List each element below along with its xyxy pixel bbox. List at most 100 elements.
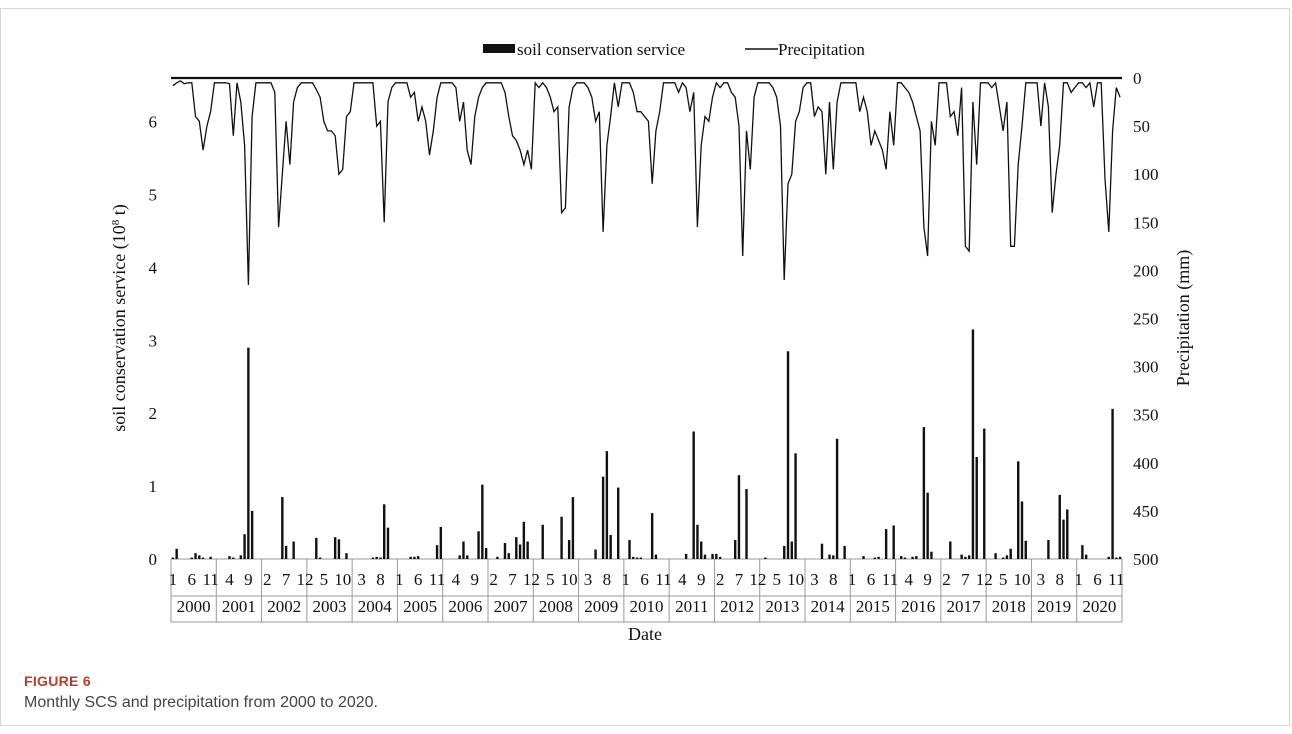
scs-bar [190, 557, 193, 559]
scs-bar [737, 475, 741, 559]
y-axis-right-title: Precipitation (mm) [1173, 250, 1194, 386]
scs-bar [820, 543, 824, 559]
scs-bar [605, 451, 609, 559]
scs-bar [696, 524, 699, 559]
scs-bar [318, 557, 322, 559]
y-right-tick-label: 450 [1133, 502, 1159, 521]
month-tick-label: 12 [296, 570, 313, 589]
scs-bar [175, 548, 178, 559]
year-label: 2006 [448, 597, 482, 616]
scs-bar [439, 526, 443, 559]
scs-bar [711, 553, 714, 559]
scs-bar [507, 553, 510, 559]
precipitation-series-line [172, 80, 1121, 285]
scs-bar [786, 351, 790, 559]
scs-bar [560, 516, 563, 559]
scs-bar [983, 428, 986, 559]
year-label: 2003 [313, 597, 347, 616]
scs-bar [684, 553, 688, 559]
scs-bar [281, 497, 284, 559]
year-label: 2008 [539, 597, 573, 616]
month-tick-label: 11 [202, 570, 218, 589]
scs-bar [171, 557, 175, 559]
year-label: 2001 [222, 597, 256, 616]
y-right-tick-label: 350 [1133, 406, 1159, 425]
year-label: 2013 [765, 597, 799, 616]
scs-bar [794, 453, 797, 559]
scs-bar [718, 556, 722, 559]
month-tick-label: 6 [1093, 570, 1102, 589]
year-label: 2015 [856, 597, 890, 616]
scs-bar [960, 554, 963, 559]
month-tick-label: 2 [942, 570, 951, 589]
figure-label: FIGURE 6 [24, 673, 91, 689]
scs-bar [1081, 545, 1084, 559]
month-tick-label: 2 [489, 570, 498, 589]
scs-bar [1047, 540, 1050, 559]
scs-bar [1111, 408, 1114, 559]
scs-bar [1005, 555, 1009, 559]
month-tick-label: 7 [961, 570, 970, 589]
year-label: 2014 [811, 597, 846, 616]
year-label: 2018 [992, 597, 1026, 616]
scs-bar [964, 556, 967, 559]
y-left-tick-label: 0 [149, 550, 158, 569]
scs-bar [971, 329, 975, 559]
month-tick-label: 8 [829, 570, 838, 589]
scs-bar [835, 438, 839, 559]
scs-bar [1024, 540, 1027, 559]
scs-bar [900, 556, 903, 559]
figure-frame [0, 8, 1290, 726]
scs-bar [201, 557, 205, 559]
scs-bar [371, 557, 375, 559]
legend-label-scs: soil conservation service [517, 40, 685, 59]
scs-bar [783, 545, 786, 559]
scs-bar [466, 555, 469, 559]
year-label: 2009 [584, 597, 618, 616]
scs-bar [232, 557, 235, 559]
scs-bar [911, 556, 914, 559]
scs-bar [515, 537, 518, 559]
scs-bar [503, 542, 507, 559]
scs-bar [601, 476, 605, 559]
y-right-tick-label: 150 [1133, 213, 1159, 232]
month-tick-label: 10 [334, 570, 351, 589]
scs-bar [198, 555, 201, 559]
scs-bar [745, 489, 748, 559]
month-tick-label: 1 [395, 570, 404, 589]
month-tick-label: 11 [655, 570, 671, 589]
scs-bar [1009, 548, 1012, 559]
y-left-tick-label: 6 [149, 113, 158, 132]
legend: soil conservation service Precipitation [483, 40, 865, 59]
scs-bar [571, 497, 575, 559]
scs-bar [386, 527, 390, 559]
scs-bar [903, 557, 907, 559]
scs-bar [383, 504, 386, 559]
scs-bar [1118, 556, 1122, 559]
scs-bar [481, 484, 484, 559]
month-tick-label: 6 [414, 570, 423, 589]
y-left-tick-label: 1 [149, 477, 158, 496]
month-tick-label: 7 [282, 570, 291, 589]
scs-bar [790, 541, 793, 559]
month-tick-label: 2 [716, 570, 725, 589]
scs-bar [337, 539, 341, 559]
month-tick-label: 3 [1037, 570, 1046, 589]
scs-bar [733, 540, 737, 559]
scs-bar [843, 545, 846, 559]
month-tick-label: 11 [882, 570, 898, 589]
scs-bar [1020, 501, 1024, 559]
y-left-tick-label: 2 [149, 404, 158, 423]
scs-bar [522, 521, 526, 559]
month-tick-label: 1 [848, 570, 857, 589]
scs-bar [379, 557, 382, 559]
scs-bar [292, 541, 295, 559]
year-label: 2002 [267, 597, 301, 616]
scs-bar [435, 545, 439, 559]
month-tick-label: 1 [621, 570, 630, 589]
scs-bar [922, 427, 926, 559]
year-label: 2017 [947, 597, 982, 616]
month-tick-label: 3 [357, 570, 366, 589]
y-left-tick-label: 5 [149, 186, 158, 205]
